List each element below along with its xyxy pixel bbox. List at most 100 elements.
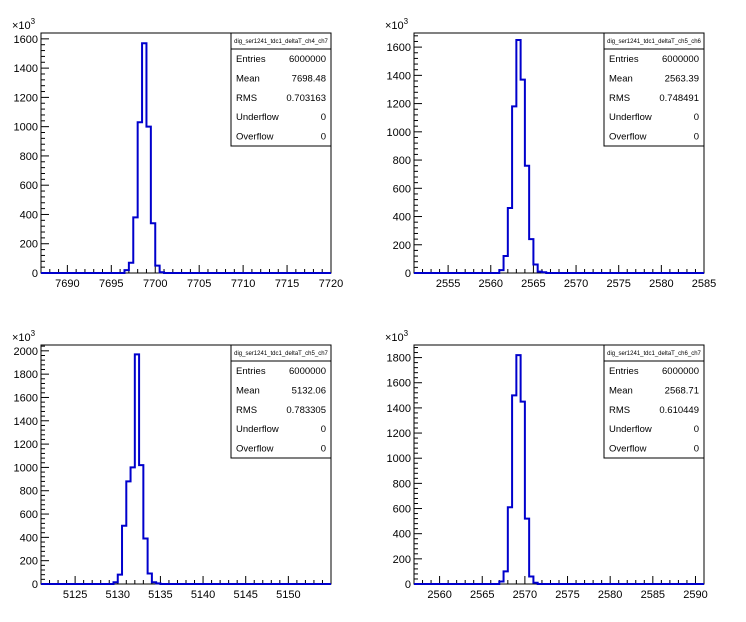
x-tick-label: 2585 bbox=[692, 278, 716, 290]
x-tick-label: 2565 bbox=[521, 278, 545, 290]
x-tick-label: 7705 bbox=[187, 278, 211, 290]
histogram-outline bbox=[414, 354, 704, 585]
y-tick-label: 1000 bbox=[14, 122, 38, 134]
x-tick-label: 5125 bbox=[63, 589, 87, 601]
stats-row-value: 0.748491 bbox=[659, 93, 699, 104]
y-tick-label: 1600 bbox=[14, 392, 38, 404]
stats-row-value: 6000000 bbox=[289, 54, 326, 65]
histogram-outline bbox=[414, 39, 704, 274]
y-multiplier-label: ×103 bbox=[385, 329, 409, 344]
y-tick-label: 600 bbox=[393, 504, 411, 516]
stats-box-frame bbox=[230, 32, 332, 147]
stats-box: dig_ser1241_tdc1_deltaT_ch6_ch7 Entries 60… bbox=[603, 344, 705, 459]
histogram-bin bbox=[131, 467, 135, 584]
stats-row-label: Entries bbox=[236, 366, 266, 377]
stats-row-label: Entries bbox=[609, 366, 639, 377]
y-tick-label: 1600 bbox=[387, 42, 411, 54]
y-tick-label: 1000 bbox=[387, 127, 411, 139]
y-tick-label: 600 bbox=[20, 509, 38, 521]
stats-row-label: RMS bbox=[236, 93, 257, 104]
y-multiplier-label: ×103 bbox=[12, 329, 36, 344]
histogram-bin bbox=[151, 223, 155, 273]
y-tick-label: 2000 bbox=[14, 346, 38, 358]
stats-row-value: 0.703163 bbox=[286, 93, 326, 104]
y-multiplier-base: ×10 bbox=[385, 332, 404, 344]
histogram-bin bbox=[114, 582, 118, 584]
x-tick-label: 5140 bbox=[191, 589, 215, 601]
histogram-panel-1: 0 200 400 600 800 1000 1200 1400 1600 ×103 7690 769… bbox=[12, 17, 343, 290]
histogram-bin bbox=[542, 272, 546, 273]
y-tick-label: 1600 bbox=[387, 378, 411, 390]
y-tick-label: 800 bbox=[20, 151, 38, 163]
histogram-panel-3: 0 200 400 600 800 1000 1200 1400 1600 1800 2000 ×10… bbox=[12, 329, 332, 601]
stats-row-label: Mean bbox=[609, 73, 633, 84]
stats-row-value: 2568.71 bbox=[665, 385, 699, 396]
histogram-bin bbox=[135, 354, 139, 584]
y-tick-label: 1000 bbox=[14, 462, 38, 474]
stats-row-label: RMS bbox=[609, 405, 630, 416]
histogram-bin bbox=[126, 481, 130, 584]
y-tick-label: 1400 bbox=[14, 416, 38, 428]
y-tick-label: 800 bbox=[20, 486, 38, 498]
y-tick-label: 0 bbox=[32, 268, 38, 280]
stats-row-value: 2563.39 bbox=[665, 73, 699, 84]
x-tick-label: 7720 bbox=[319, 278, 343, 290]
y-tick-label: 200 bbox=[20, 556, 38, 568]
y-tick-label: 1600 bbox=[14, 34, 38, 46]
stats-box-frame bbox=[603, 32, 705, 147]
y-tick-label: 0 bbox=[405, 268, 411, 280]
histogram-bin bbox=[512, 395, 516, 584]
x-tick-label: 5145 bbox=[233, 589, 257, 601]
histogram-bin bbox=[529, 576, 533, 584]
stats-row-value: 6000000 bbox=[662, 366, 699, 377]
y-multiplier-label: ×103 bbox=[385, 17, 409, 32]
y-tick-label: 400 bbox=[393, 529, 411, 541]
histogram-bin bbox=[143, 539, 147, 584]
y-multiplier-base: ×10 bbox=[385, 20, 404, 32]
histogram-bin bbox=[533, 583, 537, 584]
y-tick-label: 400 bbox=[20, 532, 38, 544]
histogram-bin bbox=[148, 574, 152, 584]
stats-box-title: dig_ser1241_tdc1_deltaT_ch4_ch7 bbox=[234, 39, 328, 45]
histogram-bin bbox=[156, 583, 160, 584]
y-tick-label: 1200 bbox=[14, 92, 38, 104]
stats-row-label: Entries bbox=[609, 54, 639, 65]
histogram-bin bbox=[508, 208, 512, 273]
histogram-bin bbox=[525, 166, 529, 273]
histogram-bin bbox=[133, 217, 137, 273]
histogram-bin bbox=[499, 270, 503, 273]
stats-row-label: Entries bbox=[236, 54, 266, 65]
stats-row-value: 0 bbox=[321, 424, 326, 435]
stats-row-value: 5132.06 bbox=[292, 385, 326, 396]
y-tick-label: 800 bbox=[393, 155, 411, 167]
y-multiplier-exponent: 3 bbox=[31, 329, 36, 338]
stats-row-value: 6000000 bbox=[662, 54, 699, 65]
histogram-bin bbox=[521, 80, 525, 273]
y-tick-label: 1000 bbox=[387, 453, 411, 465]
stats-row-label: Overflow bbox=[609, 444, 647, 455]
stats-row-value: 0 bbox=[321, 112, 326, 123]
stats-row-value: 7698.48 bbox=[292, 73, 326, 84]
histogram-outline bbox=[41, 353, 331, 585]
stats-row-value: 0.610449 bbox=[659, 405, 699, 416]
histogram-bin bbox=[139, 465, 143, 584]
histogram-bin bbox=[512, 106, 516, 273]
x-tick-label: 7715 bbox=[275, 278, 299, 290]
x-tick-label: 5135 bbox=[148, 589, 172, 601]
x-tick-label: 2580 bbox=[598, 589, 622, 601]
y-tick-label: 1400 bbox=[14, 63, 38, 75]
histogram-bin bbox=[521, 402, 525, 584]
y-multiplier-base: ×10 bbox=[12, 332, 31, 344]
x-tick-label: 2555 bbox=[436, 278, 460, 290]
y-multiplier-exponent: 3 bbox=[404, 17, 409, 26]
histogram-bin bbox=[533, 265, 537, 273]
stats-row-value: 0.783305 bbox=[286, 405, 326, 416]
histogram-bin bbox=[529, 239, 533, 273]
y-multiplier-base: ×10 bbox=[12, 20, 31, 32]
stats-row-label: Overflow bbox=[236, 132, 274, 143]
y-multiplier-label: ×103 bbox=[12, 17, 36, 32]
x-tick-label: 7695 bbox=[99, 278, 123, 290]
y-tick-label: 1200 bbox=[387, 99, 411, 111]
histogram-panel-2: 0 200 400 600 800 1000 1200 1400 1600 ×103 2555 256… bbox=[385, 17, 716, 290]
